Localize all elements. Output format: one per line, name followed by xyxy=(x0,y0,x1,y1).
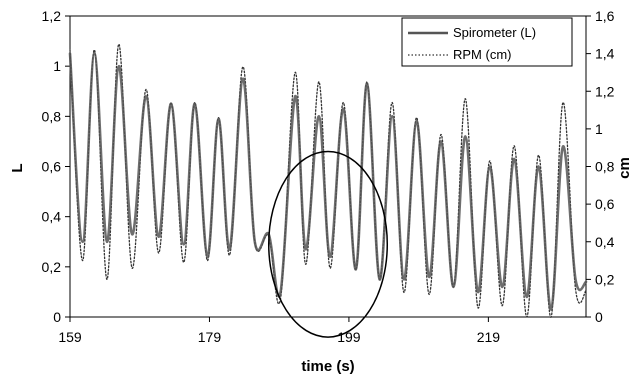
right-tick-label: 0 xyxy=(595,309,603,325)
left-tick-label: 0,2 xyxy=(42,259,62,275)
left-tick-label: 0,4 xyxy=(42,209,62,225)
x-tick-label: 159 xyxy=(58,329,82,345)
right-tick-label: 1,6 xyxy=(595,8,615,24)
series-line-spirometer xyxy=(68,52,588,311)
y-axis-title-right: cm xyxy=(616,157,633,179)
right-tick-label: 1 xyxy=(595,121,603,137)
right-axis: 0 0,2 0,4 0,6 0,8 1 1,2 1,4 1,6 xyxy=(586,8,615,325)
series-layer xyxy=(68,43,588,318)
right-tick-label: 0,2 xyxy=(595,271,615,287)
x-tick-label: 219 xyxy=(477,329,501,345)
left-axis: 0 0,2 0,4 0,6 0,8 1 1,2 xyxy=(42,8,70,325)
y-axis-title-left: L xyxy=(9,163,26,172)
legend-box xyxy=(401,17,573,67)
legend: Spirometer (L) RPM (cm) xyxy=(401,17,573,67)
left-tick-label: 1 xyxy=(53,58,61,74)
right-tick-label: 1,4 xyxy=(595,46,615,62)
right-tick-label: 0,4 xyxy=(595,234,615,250)
left-tick-label: 0,8 xyxy=(42,108,62,124)
x-tick-label: 199 xyxy=(337,329,361,345)
x-axis: 159 179 199 219 xyxy=(58,317,500,345)
legend-label-rpm: RPM (cm) xyxy=(453,47,512,62)
legend-label-spirometer: Spirometer (L) xyxy=(453,25,536,40)
x-axis-title: time (s) xyxy=(301,358,354,375)
left-tick-label: 1,2 xyxy=(42,8,62,24)
left-tick-label: 0 xyxy=(53,309,61,325)
right-tick-label: 0,8 xyxy=(595,159,615,175)
annotation-circle xyxy=(267,150,389,338)
series-line-rpm xyxy=(69,43,587,318)
x-tick-label: 179 xyxy=(198,329,222,345)
right-tick-label: 1,2 xyxy=(595,83,615,99)
right-tick-label: 0,6 xyxy=(595,196,615,212)
left-tick-label: 0,6 xyxy=(42,159,62,175)
